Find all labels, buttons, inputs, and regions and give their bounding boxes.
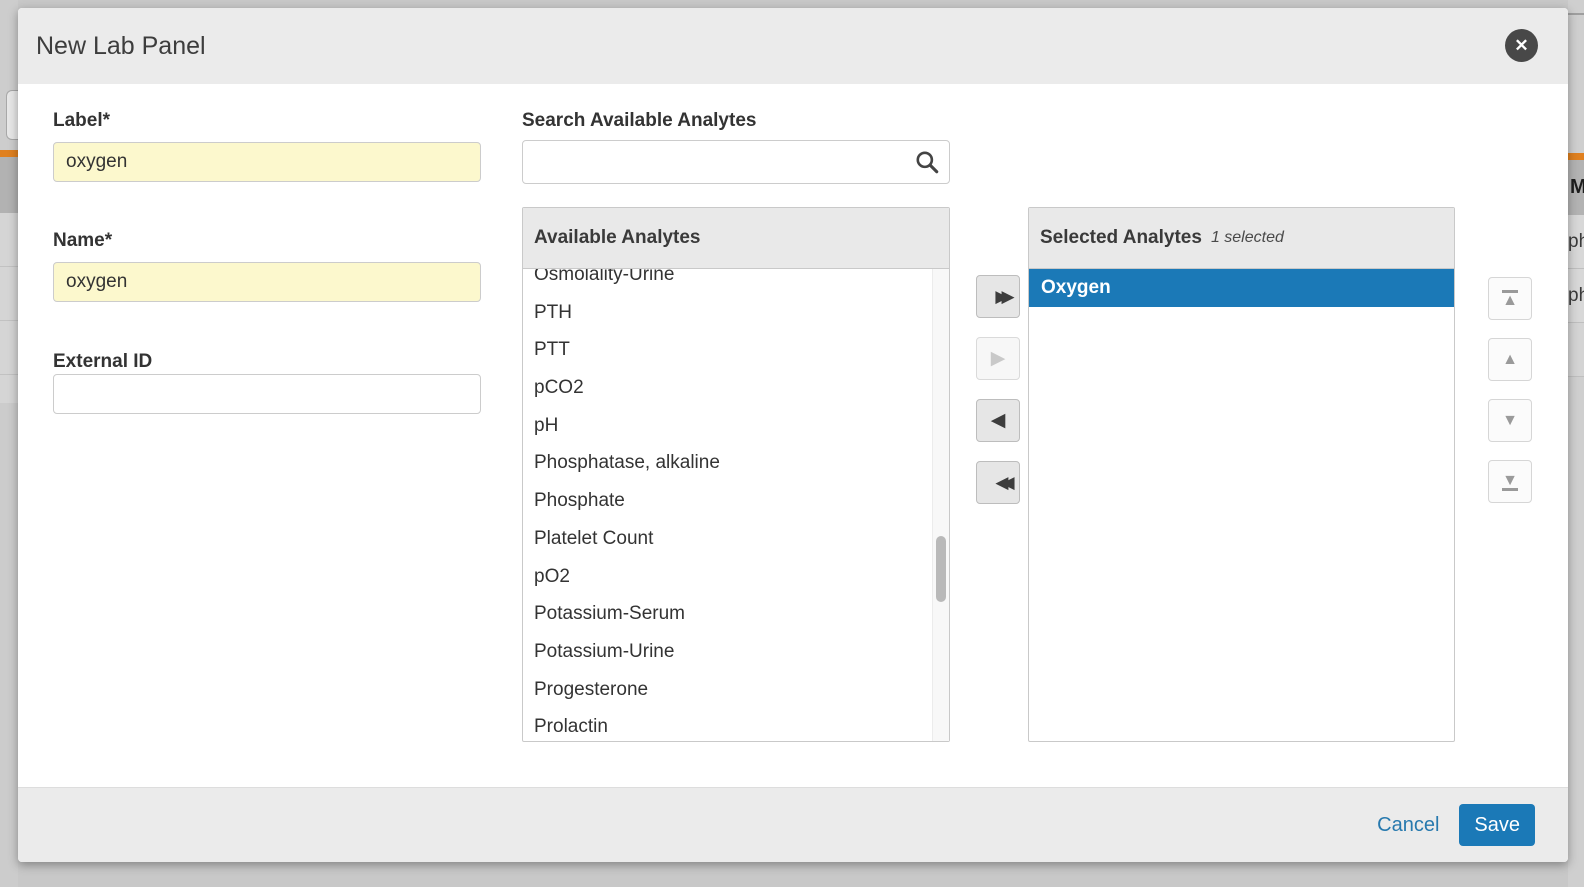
available-analytes-title: Available Analytes <box>534 227 701 248</box>
close-icon[interactable]: ✕ <box>1505 29 1538 62</box>
list-item[interactable]: Oxygen <box>1029 269 1454 307</box>
list-item[interactable]: Progesterone <box>534 678 649 700</box>
background-column-header: M <box>1568 160 1584 215</box>
list-item[interactable]: pCO2 <box>534 377 584 399</box>
background-divider-line <box>1568 13 1584 15</box>
selected-analytes-title: Selected Analytes <box>1040 227 1202 248</box>
background-table-cell <box>1568 323 1584 377</box>
list-item[interactable]: Platelet Count <box>534 527 654 549</box>
available-analytes-panel: Available Analytes Osmolality-Urine PTH PT… <box>522 207 950 742</box>
list-item[interactable]: Prolactin <box>534 716 608 738</box>
background-left-strip <box>0 0 18 887</box>
move-down-button[interactable]: ▼ <box>1488 399 1532 442</box>
move-left-button[interactable]: ◀ <box>976 399 1020 442</box>
available-analytes-header: Available Analytes <box>523 208 949 269</box>
selected-analytes-list: Oxygen <box>1029 269 1454 307</box>
move-all-left-button[interactable]: ◀◀ <box>976 461 1020 504</box>
selected-count: 1 selected <box>1210 229 1284 246</box>
list-item[interactable]: PTT <box>534 339 570 361</box>
label-input[interactable] <box>53 142 481 182</box>
move-right-button[interactable]: ▶ <box>976 337 1020 380</box>
move-to-bottom-button[interactable]: ▼ <box>1488 460 1532 503</box>
new-lab-panel-dialog: New Lab Panel ✕ Label* Name* External ID… <box>18 8 1568 862</box>
move-up-button[interactable]: ▲ <box>1488 338 1532 381</box>
scrollbar-thumb[interactable] <box>936 536 946 602</box>
available-analytes-list-area: Osmolality-Urine PTH PTT pCO2 pH Phosphatase,… <box>523 269 949 741</box>
search-analytes-label: Search Available Analytes <box>522 110 757 131</box>
external-id-field-label: External ID <box>53 351 153 372</box>
background-right-strip: M ph ph <box>1568 0 1584 887</box>
dialog-body: Label* Name* External ID Search Availabl… <box>18 84 1568 787</box>
label-field-label: Label* <box>53 110 111 131</box>
dialog-title: New Lab Panel <box>36 32 206 60</box>
list-item[interactable]: Phosphatase, alkaline <box>534 452 720 474</box>
external-id-input[interactable] <box>53 374 481 414</box>
reorder-buttons: ▲ ▲ ▼ ▼ <box>1488 277 1532 521</box>
save-button[interactable]: Save <box>1459 804 1535 846</box>
cancel-button[interactable]: Cancel <box>1377 813 1440 836</box>
list-item[interactable]: pO2 <box>534 565 570 587</box>
dialog-footer: Cancel Save <box>18 787 1568 862</box>
selected-analytes-panel: Selected Analytes 1 selected Oxygen <box>1028 207 1455 742</box>
list-item[interactable]: PTH <box>534 301 572 323</box>
move-all-right-button[interactable]: ▶▶ <box>976 275 1020 318</box>
transfer-buttons: ▶▶ ▶ ◀ ◀◀ <box>976 275 1020 523</box>
available-analytes-list: Osmolality-Urine PTH PTT pCO2 pH Phosphatase,… <box>523 269 949 741</box>
background-table-cell: ph <box>1568 215 1584 269</box>
background-partial-button <box>6 90 18 140</box>
background-table-cell: ph <box>1568 269 1584 323</box>
move-to-top-button[interactable]: ▲ <box>1488 277 1532 320</box>
scrollbar-track[interactable] <box>932 269 949 741</box>
list-item[interactable]: Potassium-Urine <box>534 640 675 662</box>
list-item[interactable]: pH <box>534 414 559 436</box>
orange-accent-line <box>0 150 18 157</box>
selected-analytes-header: Selected Analytes 1 selected <box>1029 208 1454 269</box>
orange-accent-line <box>1568 153 1584 160</box>
list-item[interactable]: Phosphate <box>534 490 625 512</box>
list-item[interactable]: Potassium-Serum <box>534 603 685 625</box>
background-table-header-strip <box>0 157 18 213</box>
search-analytes-input[interactable] <box>522 140 950 184</box>
search-field-wrap <box>522 140 950 184</box>
name-field-label: Name* <box>53 230 113 251</box>
name-input[interactable] <box>53 262 481 302</box>
selected-analytes-list-area: Oxygen <box>1029 269 1454 741</box>
background-table-rows <box>0 213 18 403</box>
list-item[interactable]: Osmolality-Urine <box>534 269 675 285</box>
dialog-header: New Lab Panel ✕ <box>18 8 1568 84</box>
